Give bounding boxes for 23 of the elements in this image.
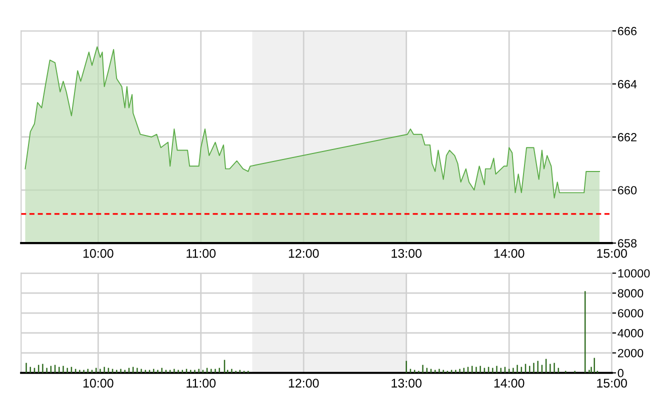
y-tick-label: 664 bbox=[618, 80, 637, 88]
x-tick-label: 10:00 bbox=[83, 248, 114, 258]
y-tick-label: 6000 bbox=[618, 309, 644, 318]
y-tick-label: 0 bbox=[618, 368, 624, 378]
x-tick-label: 12:00 bbox=[288, 378, 319, 388]
y-tick-label: 8000 bbox=[618, 289, 644, 298]
x-tick-label: 15:00 bbox=[597, 248, 627, 258]
x-tick-label: 11:00 bbox=[186, 378, 216, 388]
y-tick-label: 10000 bbox=[618, 269, 650, 278]
x-tick-label: 10:00 bbox=[83, 378, 114, 388]
y-tick-label: 658 bbox=[618, 239, 637, 248]
x-tick-label: 14:00 bbox=[494, 248, 524, 258]
x-tick-label: 13:00 bbox=[392, 248, 422, 258]
y-tick-label: 666 bbox=[618, 26, 637, 36]
y-tick-label: 662 bbox=[618, 133, 636, 142]
y-tick-label: 660 bbox=[618, 186, 637, 194]
x-tick-label: 15:00 bbox=[597, 378, 627, 388]
x-tick-label: 14:00 bbox=[494, 378, 524, 388]
x-tick-label: 12:00 bbox=[288, 248, 319, 258]
x-tick-label: 11:00 bbox=[186, 248, 216, 258]
x-tick-label: 13:00 bbox=[392, 378, 422, 388]
y-tick-label: 2000 bbox=[618, 348, 644, 358]
y-tick-label: 4000 bbox=[618, 329, 644, 338]
